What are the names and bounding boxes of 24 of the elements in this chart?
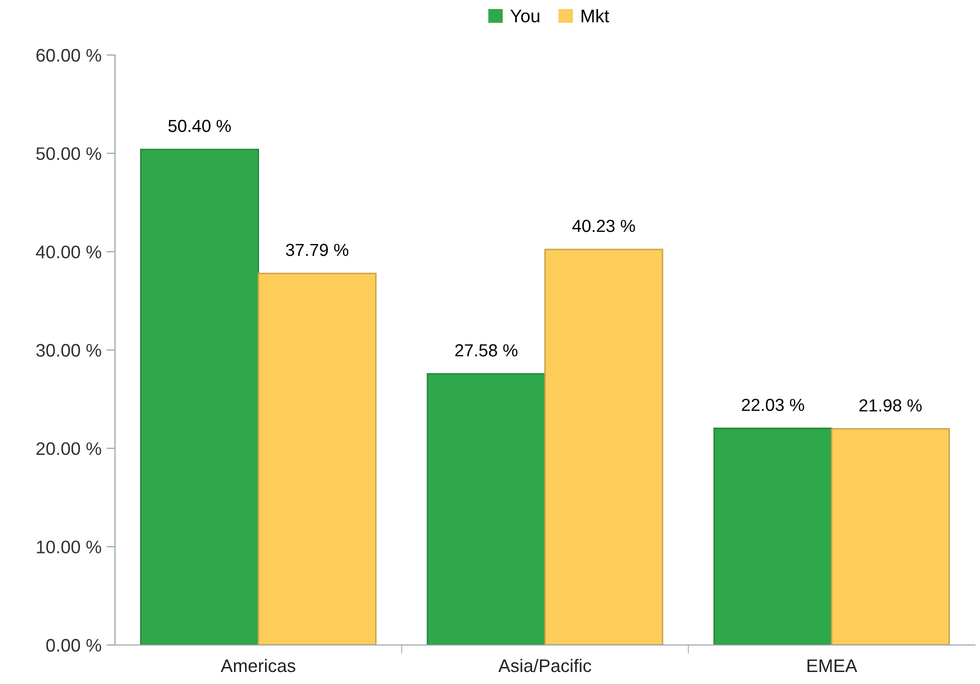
legend-label: You — [510, 10, 540, 22]
y-tick-label: 20.00 % — [36, 442, 102, 456]
y-tick-label: 30.00 % — [36, 344, 102, 357]
y-tick-label: 10.00 % — [36, 540, 102, 554]
bar — [140, 148, 260, 645]
legend-label: Mkt — [582, 9, 610, 22]
y-tick-label: 40.00 % — [36, 246, 102, 258]
y-tick-label: 50.00 % — [36, 147, 102, 160]
data-label: 27.58 % — [455, 344, 518, 356]
bar — [830, 428, 950, 645]
y-tick-label: 0.00 % — [46, 638, 102, 652]
bar — [544, 248, 664, 645]
x-tick-label: Americas — [220, 658, 296, 672]
data-label: 21.98 % — [859, 399, 922, 412]
bar — [258, 272, 377, 645]
bar — [426, 373, 546, 645]
bar — [713, 428, 832, 645]
data-label: 50.40 % — [168, 120, 231, 132]
data-label: 22.03 % — [742, 398, 804, 412]
y-tick-label: 60.00 % — [36, 48, 102, 62]
x-tick-label: EMEA — [808, 660, 858, 672]
data-label: 40.23 % — [572, 220, 636, 232]
x-tick-label: Asia/Pacific — [498, 658, 592, 672]
data-label: 37.79 % — [286, 244, 348, 256]
